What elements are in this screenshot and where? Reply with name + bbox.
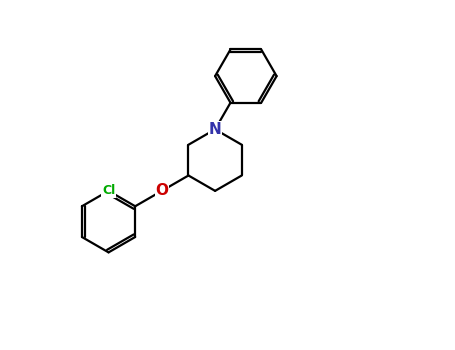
Text: O: O (155, 183, 168, 198)
Text: N: N (209, 122, 222, 137)
Text: Cl: Cl (102, 184, 115, 197)
